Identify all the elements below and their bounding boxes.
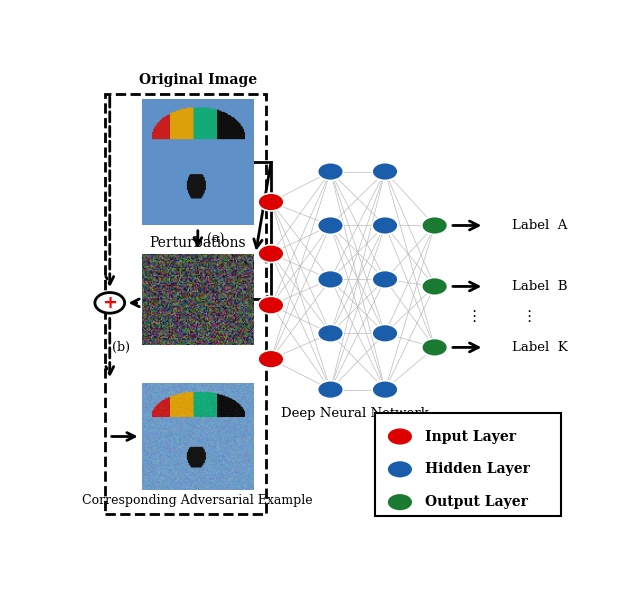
Text: Label  K: Label K bbox=[511, 341, 567, 354]
Text: ⋮: ⋮ bbox=[466, 309, 481, 325]
Text: Label  B: Label B bbox=[511, 280, 567, 293]
Ellipse shape bbox=[258, 193, 284, 211]
Text: Corresponding Adversarial Example: Corresponding Adversarial Example bbox=[83, 494, 313, 507]
Ellipse shape bbox=[422, 339, 447, 356]
Ellipse shape bbox=[317, 163, 344, 180]
Ellipse shape bbox=[372, 270, 398, 288]
Ellipse shape bbox=[258, 245, 284, 262]
Ellipse shape bbox=[422, 278, 447, 295]
Ellipse shape bbox=[95, 292, 125, 313]
Ellipse shape bbox=[387, 428, 413, 445]
Ellipse shape bbox=[258, 350, 284, 368]
Ellipse shape bbox=[317, 325, 344, 342]
Ellipse shape bbox=[372, 163, 398, 180]
Ellipse shape bbox=[372, 381, 398, 398]
Text: (b): (b) bbox=[112, 342, 131, 354]
Ellipse shape bbox=[387, 493, 413, 511]
Ellipse shape bbox=[317, 270, 344, 288]
Ellipse shape bbox=[317, 381, 344, 398]
Text: Output Layer: Output Layer bbox=[425, 495, 527, 509]
Text: Original Image: Original Image bbox=[139, 73, 257, 87]
Text: Perturbations: Perturbations bbox=[150, 236, 246, 250]
Ellipse shape bbox=[422, 217, 447, 234]
Text: ⋮: ⋮ bbox=[522, 309, 537, 325]
Text: Deep Neural Network: Deep Neural Network bbox=[282, 407, 429, 420]
FancyBboxPatch shape bbox=[375, 413, 561, 516]
Text: +: + bbox=[102, 294, 117, 312]
Ellipse shape bbox=[317, 217, 344, 234]
Text: Hidden Layer: Hidden Layer bbox=[425, 462, 529, 476]
Ellipse shape bbox=[372, 217, 398, 234]
Text: Input Layer: Input Layer bbox=[425, 429, 516, 443]
Text: Label  A: Label A bbox=[511, 219, 567, 232]
Ellipse shape bbox=[258, 297, 284, 314]
Text: (a): (a) bbox=[207, 233, 224, 246]
Ellipse shape bbox=[372, 325, 398, 342]
Ellipse shape bbox=[387, 460, 413, 478]
